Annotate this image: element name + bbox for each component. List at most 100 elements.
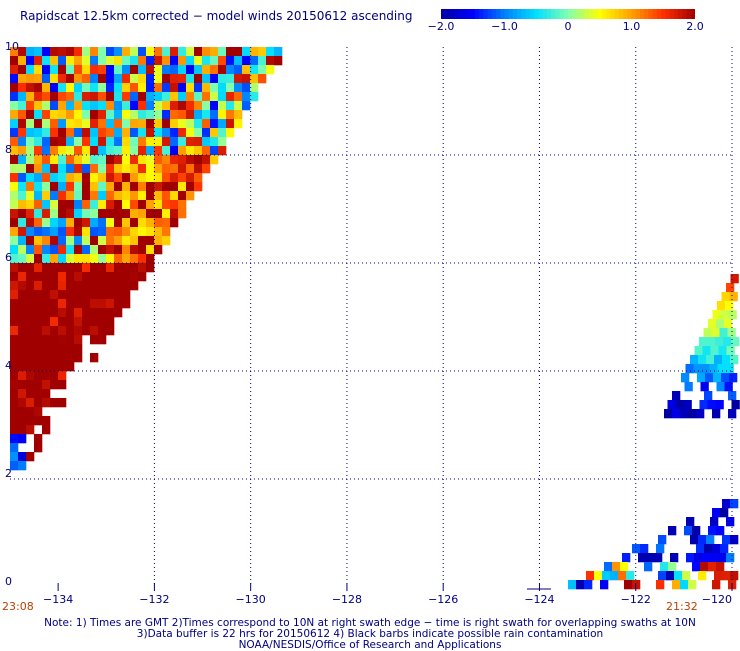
wind-cell xyxy=(50,92,59,102)
wind-cell xyxy=(26,173,35,183)
wind-cell xyxy=(154,47,163,57)
colorbar-segment xyxy=(631,9,637,19)
wind-cell xyxy=(26,281,35,291)
wind-cell xyxy=(178,74,187,84)
wind-cell xyxy=(130,92,139,102)
wind-cell xyxy=(10,326,19,336)
wind-cell xyxy=(122,65,131,75)
wind-cell xyxy=(693,364,702,374)
colorbar-segment xyxy=(669,9,675,19)
wind-cell xyxy=(74,47,83,57)
wind-cell xyxy=(130,119,139,129)
wind-cell xyxy=(74,308,83,318)
wind-cell xyxy=(170,200,179,210)
wind-cell xyxy=(18,101,27,111)
latitude-tick-label: 2 xyxy=(5,467,12,480)
wind-cell xyxy=(178,83,187,93)
wind-cell xyxy=(74,74,83,84)
wind-cell xyxy=(122,56,131,66)
wind-cell xyxy=(26,425,35,435)
wind-cell xyxy=(34,47,43,57)
wind-cell xyxy=(154,83,163,93)
wind-cell xyxy=(146,182,155,192)
wind-cell xyxy=(58,191,67,201)
wind-cell xyxy=(234,101,243,111)
wind-cell xyxy=(42,92,51,102)
wind-cell xyxy=(162,101,171,111)
wind-cell xyxy=(702,553,711,563)
wind-cell xyxy=(146,200,155,210)
wind-cell xyxy=(82,281,91,291)
wind-cell xyxy=(10,398,19,408)
wind-cell xyxy=(66,290,75,300)
wind-cell xyxy=(725,364,734,374)
wind-cell xyxy=(74,344,83,354)
wind-cell xyxy=(10,110,19,120)
wind-cell xyxy=(74,281,83,291)
wind-cell xyxy=(98,236,107,246)
colorbar-segment xyxy=(449,9,455,19)
wind-cell xyxy=(146,209,155,219)
wind-cell xyxy=(58,146,67,156)
colorbar-segment xyxy=(601,9,607,19)
wind-cell xyxy=(146,119,155,129)
wind-cell xyxy=(122,155,131,165)
wind-cell xyxy=(122,290,131,300)
colorbar-segment xyxy=(584,9,590,19)
wind-cell xyxy=(42,299,51,309)
wind-cell xyxy=(122,173,131,183)
wind-cell xyxy=(226,92,235,102)
wind-cell xyxy=(18,344,27,354)
wind-cell xyxy=(162,227,171,237)
colorbar-segment xyxy=(673,9,679,19)
wind-cell xyxy=(18,164,27,174)
wind-cell xyxy=(138,83,147,93)
wind-cell xyxy=(58,65,67,75)
wind-cell xyxy=(42,425,51,435)
wind-cell xyxy=(10,74,19,84)
colorbar-segment xyxy=(517,9,523,19)
wind-cell xyxy=(74,164,83,174)
wind-cell xyxy=(18,362,27,372)
wind-cell xyxy=(10,380,19,390)
wind-cell xyxy=(138,128,147,138)
wind-cell xyxy=(58,326,67,336)
wind-cell xyxy=(706,355,715,365)
wind-cell xyxy=(138,173,147,183)
wind-cell xyxy=(146,110,155,120)
wind-cell xyxy=(34,56,43,66)
wind-cell xyxy=(202,47,211,57)
wind-cell xyxy=(106,263,115,273)
wind-cell xyxy=(66,227,75,237)
wind-cell xyxy=(34,317,43,327)
wind-cell xyxy=(10,200,19,210)
wind-cell xyxy=(146,65,155,75)
wind-cell xyxy=(576,580,585,590)
longitude-tick-label: −120 xyxy=(702,593,732,606)
wind-cell xyxy=(692,562,701,572)
wind-cell xyxy=(162,218,171,228)
wind-cell xyxy=(50,281,59,291)
wind-cell xyxy=(18,335,27,345)
wind-cell xyxy=(50,254,59,264)
wind-cell xyxy=(74,56,83,66)
wind-cell xyxy=(58,317,67,327)
wind-cell xyxy=(106,92,115,102)
wind-cell xyxy=(74,173,83,183)
wind-cell xyxy=(50,110,59,120)
colorbar-segment xyxy=(652,9,658,19)
wind-cell xyxy=(610,571,619,581)
wind-cell xyxy=(226,119,235,129)
wind-cell xyxy=(154,182,163,192)
wind-cell xyxy=(42,344,51,354)
wind-cell xyxy=(162,173,171,183)
note-line-3: NOAA/NESDIS/Office of Research and Appli… xyxy=(238,639,502,651)
wind-cell xyxy=(34,353,43,363)
wind-cell xyxy=(186,155,195,165)
wind-cell xyxy=(586,571,595,581)
wind-cell xyxy=(74,272,83,282)
wind-cell xyxy=(604,562,613,572)
wind-cell xyxy=(66,74,75,84)
wind-cell xyxy=(186,47,195,57)
